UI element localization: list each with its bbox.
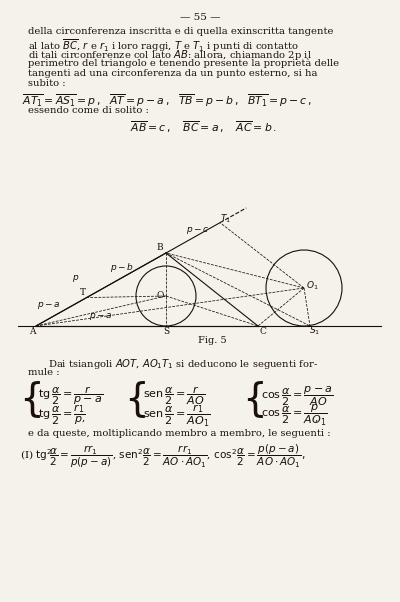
Text: della circonferenza inscritta e di quella exinscritta tangente: della circonferenza inscritta e di quell… xyxy=(28,27,334,36)
Text: $\mathrm{sen}\,\dfrac{\alpha}{2} = \dfrac{r_1}{AO_1}$: $\mathrm{sen}\,\dfrac{\alpha}{2} = \dfra… xyxy=(143,403,210,429)
Text: mule :: mule : xyxy=(28,368,60,377)
Text: al lato $\overline{BC}$, $r$ e $r_1$ i loro raggi, $T$ e $T_1$ i punti di contat: al lato $\overline{BC}$, $r$ e $r_1$ i l… xyxy=(28,37,299,54)
Text: $p$: $p$ xyxy=(72,273,80,284)
Text: T: T xyxy=(80,288,86,297)
Text: di tali circonferenze col lato $AB$: allora, chiamando 2p il: di tali circonferenze col lato $AB$: all… xyxy=(28,48,312,62)
Text: $p-c$: $p-c$ xyxy=(186,225,210,237)
Text: O: O xyxy=(156,291,164,300)
Text: perimetro del triangolo e tenendo presente la proprietà delle: perimetro del triangolo e tenendo presen… xyxy=(28,58,339,69)
Text: $\mathrm{sen}\,\dfrac{\alpha}{2} = \dfrac{r}{AO}$: $\mathrm{sen}\,\dfrac{\alpha}{2} = \dfra… xyxy=(143,385,205,408)
Text: $\mathrm{tg}\,\dfrac{\alpha}{2} = \dfrac{r}{p-a}$: $\mathrm{tg}\,\dfrac{\alpha}{2} = \dfrac… xyxy=(38,385,103,408)
Text: — 55 —: — 55 — xyxy=(180,13,220,22)
Text: Dai tsiangoli $AOT$, $AO_1T_1$ si deducono le seguenti for-: Dai tsiangoli $AOT$, $AO_1T_1$ si deduco… xyxy=(48,357,318,371)
Text: $p-a$: $p-a$ xyxy=(89,311,113,323)
Text: ,: , xyxy=(82,414,85,423)
Text: tangenti ad una circonferenza da un punto esterno, si ha: tangenti ad una circonferenza da un punt… xyxy=(28,69,318,78)
Text: $\overline{AB} = c\,,\quad \overline{BC} = a\,,\quad \overline{AC} = b\,.$: $\overline{AB} = c\,,\quad \overline{BC}… xyxy=(130,119,277,135)
Text: $\overline{AT_1} = \overline{AS_1} = p\,,\ \ \overline{AT} = p-a\,,\ \ \overline: $\overline{AT_1} = \overline{AS_1} = p\,… xyxy=(22,92,312,109)
Text: Fig. 5: Fig. 5 xyxy=(198,336,226,345)
Text: $\{$: $\{$ xyxy=(124,379,146,420)
Text: e da queste, moltiplicando membro a membro, le seguenti :: e da queste, moltiplicando membro a memb… xyxy=(28,429,331,438)
Text: S: S xyxy=(163,326,169,335)
Text: $p-a$: $p-a$ xyxy=(38,300,61,311)
Text: $\mathrm{cos}\,\dfrac{\alpha}{2} = \dfrac{p}{AO_1}$: $\mathrm{cos}\,\dfrac{\alpha}{2} = \dfra… xyxy=(261,403,328,428)
Text: $O_1$: $O_1$ xyxy=(306,280,318,292)
Text: ,: , xyxy=(315,414,318,423)
Text: A: A xyxy=(29,326,35,335)
Text: (I) $\mathrm{tg}^2\!\dfrac{\alpha}{2} = \dfrac{rr_1}{p(p-a)}$, $\mathrm{sen}^2\d: (I) $\mathrm{tg}^2\!\dfrac{\alpha}{2} = … xyxy=(20,443,305,470)
Text: $\{$: $\{$ xyxy=(19,379,41,420)
Text: C: C xyxy=(260,326,266,335)
Text: $S_1$: $S_1$ xyxy=(309,324,321,337)
Text: $\{$: $\{$ xyxy=(242,379,264,420)
Text: $p-b$: $p-b$ xyxy=(110,261,134,274)
Text: subito :: subito : xyxy=(28,79,66,88)
Text: $T_1$: $T_1$ xyxy=(220,213,230,225)
Text: essendo come di solito :: essendo come di solito : xyxy=(28,106,149,115)
Text: $\mathrm{cos}\,\dfrac{\alpha}{2} = \dfrac{p-a}{AO}$: $\mathrm{cos}\,\dfrac{\alpha}{2} = \dfra… xyxy=(261,385,334,409)
Text: B: B xyxy=(157,243,163,252)
Text: ,: , xyxy=(195,414,198,423)
Text: $\mathrm{tg}\,\dfrac{\alpha}{2} = \dfrac{r_1}{p}$: $\mathrm{tg}\,\dfrac{\alpha}{2} = \dfrac… xyxy=(38,403,86,427)
